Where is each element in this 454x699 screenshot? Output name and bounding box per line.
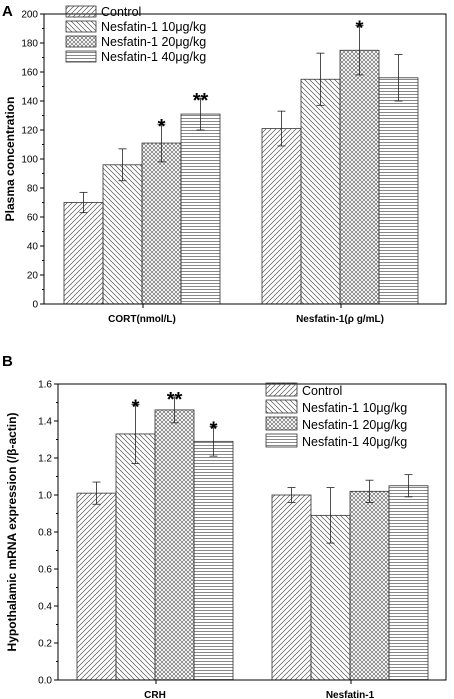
legend-swatch (265, 433, 298, 448)
legend-swatch (65, 5, 97, 18)
legend-label: Nesfatin-1 10μg/kg (302, 401, 407, 415)
x-tick-label: Nesfatin-1(ρ g/mL) (296, 314, 384, 325)
legend-swatch (65, 20, 97, 33)
y-tick-label: 0.6 (38, 565, 52, 576)
bar (378, 77, 419, 305)
y-tick-label: 20 (27, 271, 39, 282)
y-tick-label: 120 (21, 126, 38, 137)
y-tick-label: 0.2 (38, 639, 52, 650)
significance-mark: * (210, 419, 218, 441)
significance-mark: ** (167, 389, 183, 411)
y-tick-label: 40 (27, 242, 39, 253)
legend-swatch (265, 399, 298, 414)
y-tick-label: 0.0 (38, 676, 52, 687)
x-tick-label: CRH (144, 690, 166, 699)
plot-frame (57, 383, 447, 681)
y-tick-label: 200 (21, 10, 38, 21)
bar (115, 433, 156, 681)
y-tick-label: 100 (21, 155, 38, 166)
legend-label: Control (302, 384, 342, 398)
legend-swatch (265, 382, 298, 397)
legend-label: Nesfatin-1 40μg/kg (101, 50, 206, 64)
y-tick-label: 180 (21, 39, 38, 50)
bar (193, 440, 234, 681)
y-axis-title: Hypothalamic mRNA expression (/β-actin) (5, 413, 19, 652)
bar (349, 490, 390, 681)
significance-mark: ** (193, 90, 209, 112)
legend-swatch (65, 50, 97, 63)
legend-label: Nesfatin-1 10μg/kg (101, 20, 206, 34)
bar (339, 49, 380, 305)
panel-b-chart: B Hypothalamic mRNA expression (/β-actin)… (2, 353, 447, 699)
y-tick-label: 1.4 (38, 417, 52, 428)
legend-label: Control (101, 5, 141, 19)
y-tick-label: 1.0 (38, 491, 52, 502)
bar (261, 128, 302, 305)
panel-label: B (2, 353, 13, 370)
legend-swatch (265, 416, 298, 431)
bar (102, 164, 143, 305)
bar (388, 485, 429, 681)
x-tick-label: Nesfatin-1 (326, 690, 375, 699)
legend-swatch (65, 35, 97, 48)
y-tick-label: 1.6 (38, 380, 52, 391)
y-tick-label: 0.8 (38, 528, 52, 539)
y-axis-title: Plasma concentration (3, 97, 17, 222)
y-tick-label: 80 (27, 184, 39, 195)
significance-mark: * (158, 116, 166, 138)
legend-label: Nesfatin-1 20μg/kg (302, 418, 407, 432)
y-tick-label: 0 (32, 300, 38, 311)
significance-mark: * (132, 396, 140, 418)
y-tick-label: 160 (21, 68, 38, 79)
legend-label: Nesfatin-1 20μg/kg (101, 35, 206, 49)
plot-frame (43, 13, 447, 305)
significance-mark: * (356, 18, 364, 40)
bar (154, 409, 195, 681)
bar (300, 78, 341, 305)
y-tick-label: 1.2 (38, 454, 52, 465)
y-tick-label: 0.4 (38, 602, 52, 613)
x-tick-label: CORT(nmol/L) (108, 314, 176, 325)
y-tick-label: 60 (27, 213, 39, 224)
bar (180, 113, 221, 305)
y-tick-label: 140 (21, 97, 38, 108)
bar (63, 202, 104, 305)
bar (76, 492, 117, 681)
bar (271, 494, 312, 681)
bar (141, 142, 182, 305)
panel-label: A (2, 3, 13, 20)
legend-label: Nesfatin-1 40μg/kg (302, 435, 407, 449)
